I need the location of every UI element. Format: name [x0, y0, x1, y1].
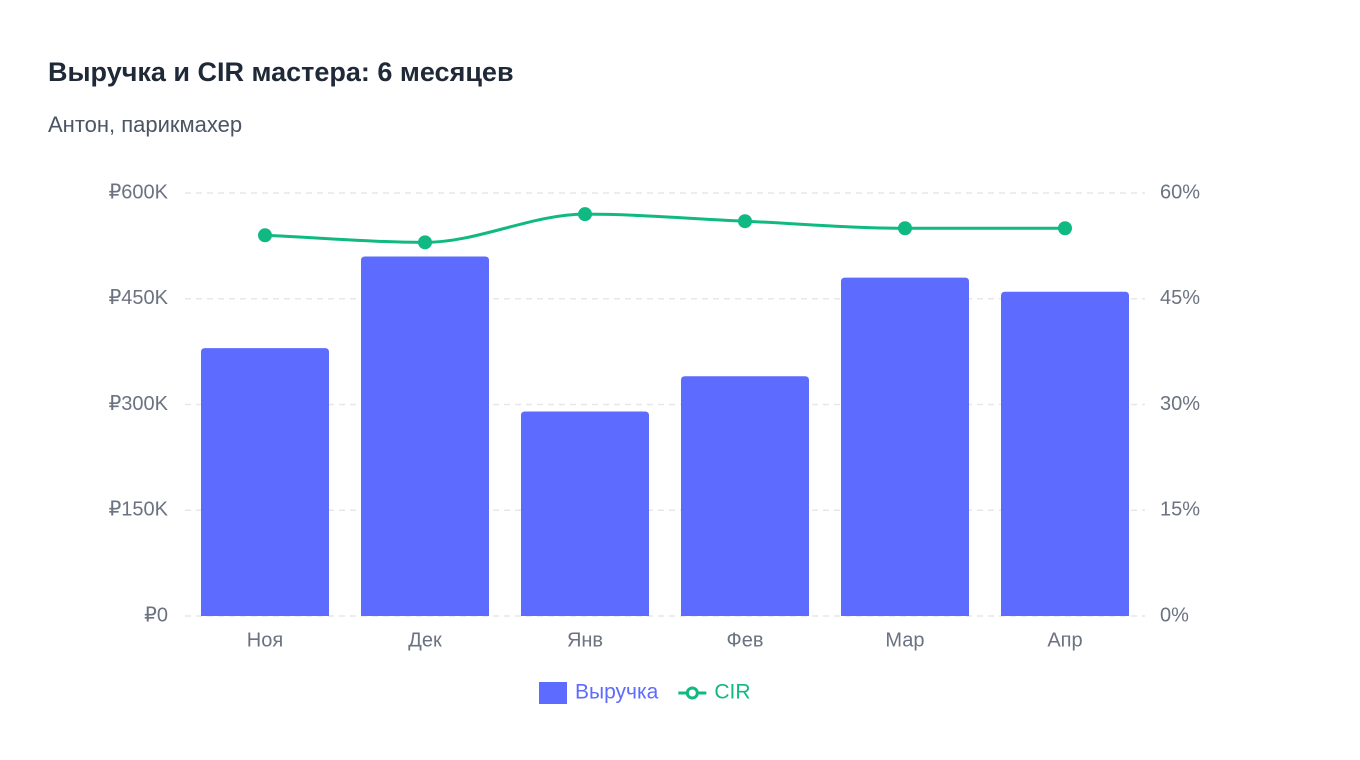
x-tick-label: Фев [727, 629, 764, 651]
x-tick-label: Мар [885, 629, 924, 651]
bar [841, 277, 969, 616]
x-tick-label: Дек [408, 629, 442, 651]
y2-tick-label: 15% [1160, 499, 1200, 521]
chart-subtitle: Антон, парикмахер [48, 112, 242, 137]
legend-swatch-dot [685, 686, 699, 700]
bar [201, 348, 329, 616]
line-point [1058, 221, 1072, 236]
line [264, 212, 1065, 244]
y-tick-label: ₽300K [109, 393, 169, 415]
line-point [418, 235, 432, 250]
bar [1001, 291, 1129, 616]
legend-swatch [539, 682, 567, 704]
bar [361, 256, 489, 616]
y2-tick-label: 30% [1160, 393, 1200, 415]
bar [681, 376, 809, 616]
x-tick-label: Ноя [247, 629, 283, 651]
bar [521, 411, 649, 616]
y2-tick-label: 45% [1160, 287, 1200, 309]
y-tick-label: ₽150K [109, 499, 169, 521]
x-tick-label: Янв [567, 629, 603, 651]
line-point [738, 214, 752, 229]
y2-tick-label: 0% [1160, 604, 1189, 626]
legend: Выручка CIR [539, 681, 751, 704]
line-point [258, 228, 272, 243]
line-point [578, 207, 592, 222]
chart-title: Выручка и CIR мастера: 6 месяцев [48, 57, 514, 87]
y-tick-label: ₽450K [109, 287, 169, 309]
legend-label: Выручка [575, 681, 659, 704]
y-tick-label: ₽0 [144, 604, 168, 626]
grid [185, 192, 1145, 617]
legend-label: CIR [714, 681, 750, 704]
y2-tick-label: 60% [1160, 181, 1200, 203]
y-tick-label: ₽600K [109, 181, 169, 203]
x-tick-label: Апр [1047, 629, 1082, 651]
line-point [898, 221, 912, 236]
